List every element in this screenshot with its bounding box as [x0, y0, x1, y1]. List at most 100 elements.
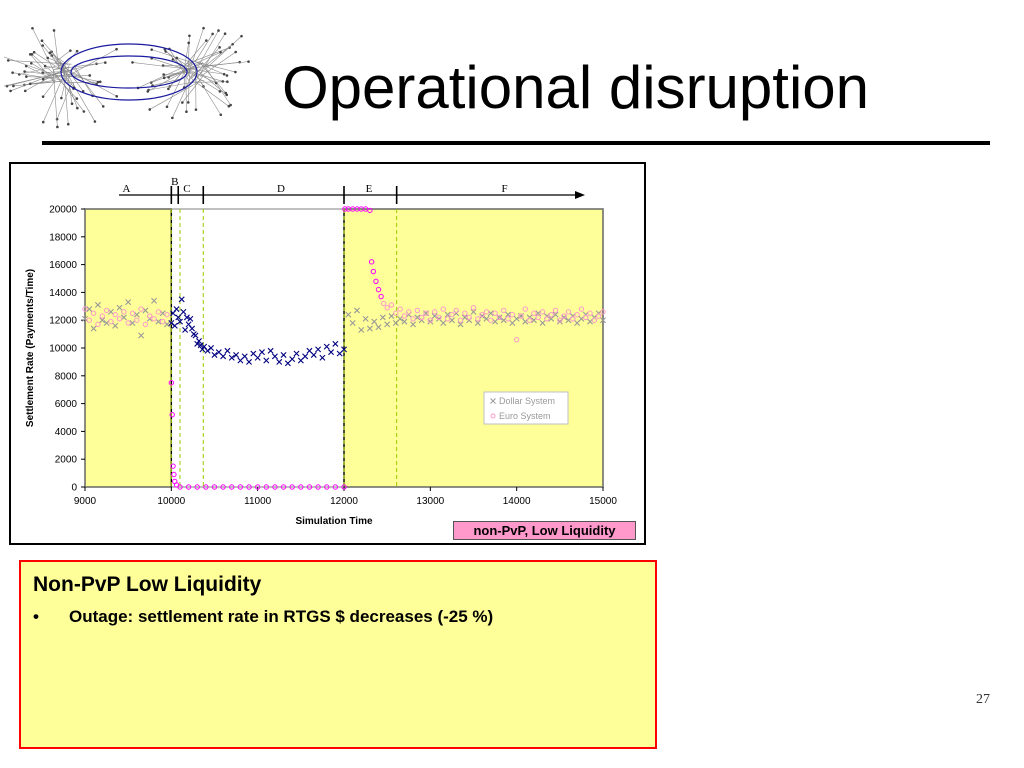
euro-point	[475, 316, 481, 322]
euro-point	[177, 484, 183, 490]
dollar-point	[362, 315, 369, 322]
x-tick-label: 13000	[416, 496, 444, 507]
dollar-point	[187, 315, 194, 322]
logo-edge	[56, 82, 73, 120]
euro-point	[384, 304, 390, 311]
dollar-point	[440, 319, 447, 326]
logo-node	[40, 39, 44, 43]
logo-edge	[191, 47, 220, 79]
dollar-point	[366, 325, 373, 332]
euro-point	[160, 318, 166, 325]
logo-edge	[31, 63, 57, 79]
dollar-point	[125, 299, 132, 306]
euro-point	[600, 309, 606, 315]
logo-node	[218, 90, 222, 93]
euro-point	[246, 484, 252, 490]
dollar-point	[138, 332, 145, 339]
phase-label-c: C	[183, 183, 190, 195]
logo-node	[75, 49, 79, 53]
logo-edge	[151, 49, 194, 64]
euro-point	[211, 484, 218, 490]
logo-edge	[199, 62, 226, 94]
logo-node	[148, 108, 152, 111]
logo-node	[161, 64, 165, 67]
euro-point	[289, 484, 295, 490]
dollar-point	[539, 319, 546, 326]
euro-point	[423, 310, 429, 316]
logo-node	[150, 48, 153, 51]
dollar-point	[293, 350, 300, 357]
logo-node	[115, 95, 119, 98]
logo-node	[23, 70, 26, 73]
x-tick-label: 15000	[589, 496, 617, 507]
x-axis-title: Simulation Time	[295, 516, 372, 527]
euro-point	[557, 317, 563, 323]
dollar-point	[379, 314, 386, 321]
logo-node	[66, 122, 70, 126]
logo-node	[167, 87, 170, 91]
dollar-point	[197, 342, 204, 349]
logo-node	[50, 54, 53, 57]
euro-point	[185, 484, 192, 490]
logo-node	[234, 70, 237, 74]
logo-node	[146, 90, 150, 93]
euro-point	[483, 309, 490, 315]
legend-euro-label: Euro System	[499, 411, 551, 421]
logo-edge	[152, 78, 184, 86]
euro-point	[539, 309, 546, 315]
slide-title: Operational disruption	[282, 54, 870, 121]
euro-point	[509, 311, 516, 318]
dollar-point	[341, 346, 347, 353]
y-tick-label: 2000	[55, 455, 78, 466]
logo-node	[6, 59, 10, 62]
euro-point	[535, 314, 541, 321]
logo-node	[9, 89, 12, 93]
dollar-point	[246, 358, 253, 365]
logo-node	[162, 76, 166, 80]
logo-node	[30, 61, 33, 65]
euro-point	[406, 309, 412, 315]
y-tick-label: 20000	[49, 205, 77, 216]
logo-node	[41, 95, 45, 98]
logo-node	[222, 72, 226, 76]
dollar-point	[302, 353, 309, 360]
euro-point	[108, 318, 114, 325]
logo-node	[41, 120, 45, 124]
logo-node	[219, 113, 223, 117]
euro-point	[134, 317, 140, 323]
dollar-point	[349, 319, 356, 326]
logo-edge	[60, 50, 78, 71]
logo-node	[60, 96, 63, 100]
logo-node	[41, 77, 45, 81]
logo-edge	[42, 81, 55, 97]
logo-edge	[54, 61, 75, 88]
logo-node	[131, 61, 134, 64]
logo-node	[101, 105, 105, 108]
dollar-point	[401, 318, 408, 325]
logo-edge	[151, 57, 186, 70]
euro-point	[501, 307, 507, 314]
logo-node	[221, 80, 225, 83]
logo-node	[211, 32, 214, 36]
euro-point	[419, 314, 425, 321]
dollar-point	[90, 325, 97, 332]
dollar-point	[228, 354, 235, 361]
euro-point	[332, 484, 339, 490]
dollar-point	[358, 326, 365, 333]
logo-edge	[200, 51, 236, 77]
y-tick-label: 14000	[49, 288, 77, 299]
dollar-point	[189, 325, 196, 332]
highlight-region	[343, 208, 604, 488]
euro-point	[342, 206, 348, 212]
euro-point	[401, 313, 408, 319]
logo-edge	[57, 67, 97, 85]
dollar-point	[241, 353, 248, 360]
logo-node	[31, 26, 34, 30]
dollar-point	[323, 343, 330, 350]
logo-node	[226, 80, 229, 83]
logo-node	[41, 44, 44, 47]
y-tick-label: 8000	[55, 371, 78, 382]
euro-point	[574, 311, 580, 318]
logo-node	[56, 125, 59, 129]
dollar-point	[192, 332, 199, 339]
